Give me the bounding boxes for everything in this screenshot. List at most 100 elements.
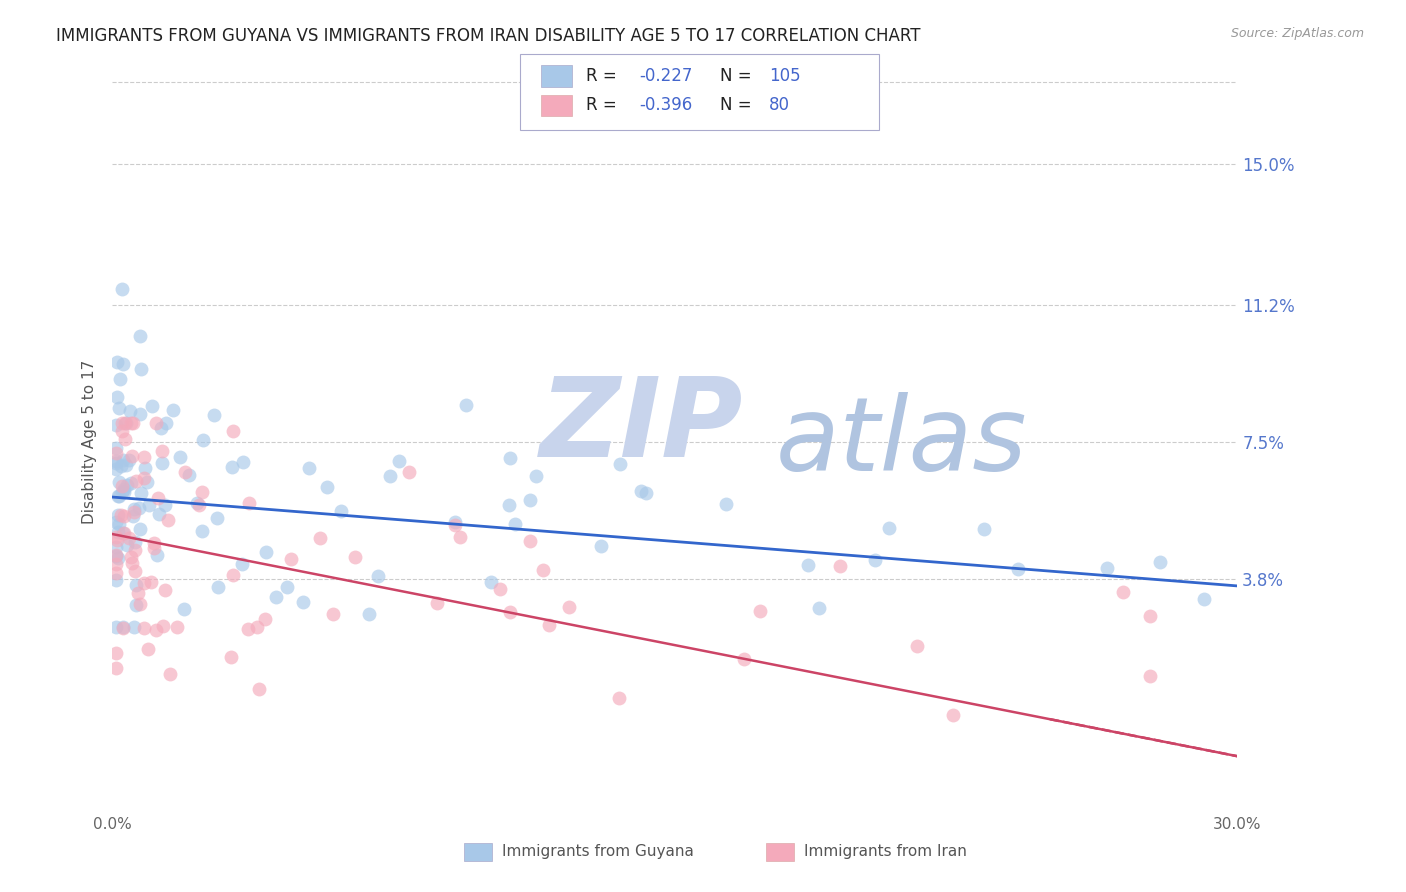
Point (110, 425, 132, 439)
Point (121, 449, 143, 463)
Point (112, 525, 135, 540)
Text: Immigrants from Guyana: Immigrants from Guyana (502, 845, 693, 859)
Point (118, 531, 141, 545)
Point (152, 619, 174, 633)
Point (191, 433, 214, 447)
Point (129, 597, 152, 611)
Point (636, 486, 658, 500)
Text: Source: ZipAtlas.com: Source: ZipAtlas.com (1230, 27, 1364, 40)
Point (444, 515, 467, 529)
Point (519, 533, 541, 548)
Point (124, 564, 146, 578)
Point (808, 601, 831, 615)
Point (298, 461, 321, 475)
Point (166, 620, 188, 634)
Point (105, 573, 128, 587)
Point (121, 556, 143, 570)
Point (1095, 561, 1118, 575)
Point (127, 586, 149, 600)
Point (143, 541, 166, 556)
Point (359, 607, 381, 621)
Point (207, 510, 229, 524)
Point (264, 590, 287, 604)
Point (128, 500, 150, 515)
Point (828, 559, 851, 574)
Point (118, 453, 141, 467)
Point (132, 471, 155, 485)
Point (238, 622, 260, 636)
Point (186, 496, 208, 510)
Point (380, 469, 402, 483)
Point (1149, 555, 1171, 569)
Point (155, 417, 177, 431)
Point (114, 458, 136, 472)
Point (120, 475, 142, 490)
Point (105, 646, 128, 660)
Point (105, 557, 128, 571)
Point (105, 540, 128, 554)
Point (108, 372, 131, 386)
Point (122, 509, 145, 524)
Point (105, 531, 128, 545)
Point (538, 617, 561, 632)
Point (111, 282, 134, 296)
Point (253, 612, 276, 626)
Point (129, 485, 152, 500)
Point (877, 520, 900, 534)
Point (143, 536, 166, 550)
Point (136, 641, 159, 656)
Point (222, 568, 245, 582)
Point (190, 485, 212, 500)
Point (207, 580, 229, 594)
Point (155, 499, 177, 513)
Point (122, 505, 145, 519)
Point (630, 484, 652, 499)
Point (238, 496, 260, 510)
Point (503, 517, 526, 532)
Point (115, 477, 138, 491)
Point (173, 465, 195, 479)
Point (105, 515, 128, 529)
Point (221, 459, 243, 474)
Text: ZIP: ZIP (540, 373, 744, 480)
Point (388, 453, 411, 467)
Point (733, 652, 755, 666)
Point (124, 501, 146, 516)
Point (122, 619, 145, 633)
Point (219, 650, 242, 665)
Point (105, 548, 128, 562)
Point (138, 498, 160, 512)
Point (863, 553, 886, 567)
Point (146, 491, 169, 506)
Point (105, 355, 128, 369)
Point (159, 667, 181, 681)
Point (280, 552, 302, 566)
Point (128, 407, 150, 421)
Text: R =: R = (586, 67, 623, 85)
Point (105, 461, 128, 475)
Point (202, 408, 225, 422)
Point (1111, 584, 1133, 599)
Point (105, 533, 128, 548)
Point (114, 432, 136, 446)
Point (344, 550, 367, 565)
Text: N =: N = (720, 67, 756, 85)
Point (177, 468, 200, 483)
Point (115, 416, 138, 430)
Point (531, 562, 554, 576)
Y-axis label: Disability Age 5 to 17: Disability Age 5 to 17 (82, 359, 97, 524)
Point (246, 620, 269, 634)
Point (107, 524, 129, 539)
Point (114, 416, 136, 430)
Point (107, 489, 129, 503)
Point (449, 530, 471, 544)
Point (122, 416, 145, 430)
Point (105, 619, 128, 633)
Point (498, 498, 520, 512)
Point (105, 453, 128, 467)
Point (309, 531, 332, 545)
Point (111, 416, 134, 430)
Point (222, 424, 245, 438)
Point (519, 492, 541, 507)
Point (398, 466, 420, 480)
